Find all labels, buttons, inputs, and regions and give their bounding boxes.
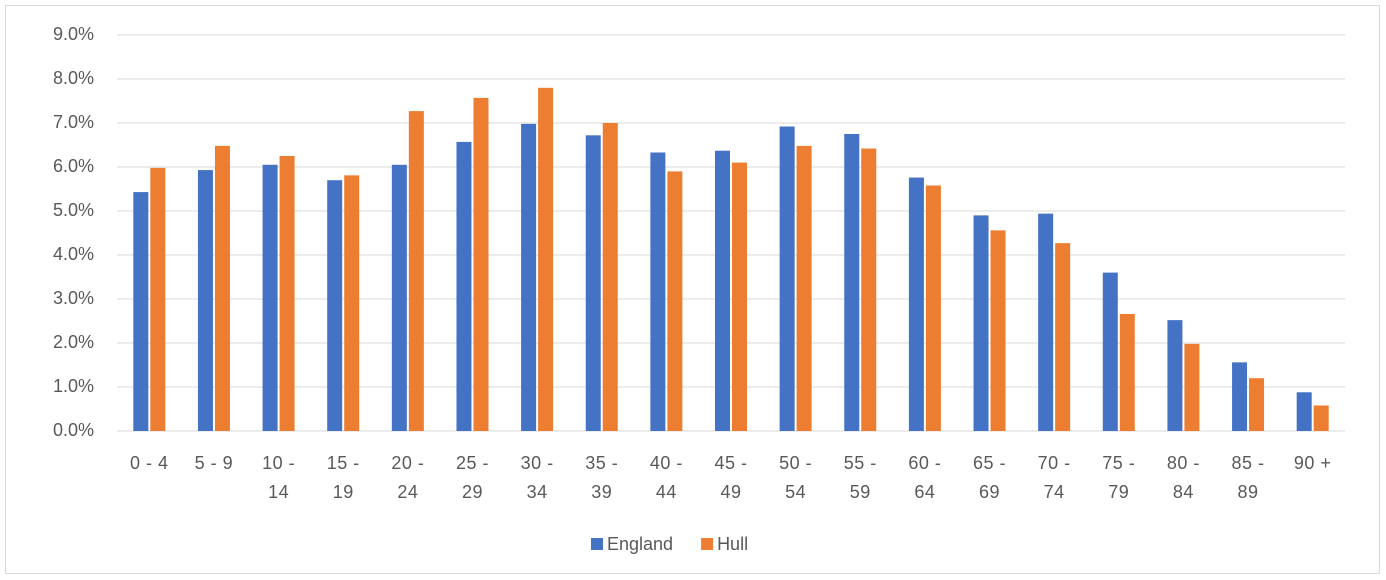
x-tick-label: 90 + <box>1293 453 1332 473</box>
y-tick-label: 0.0% <box>53 420 94 440</box>
y-tick-label: 6.0% <box>53 156 94 176</box>
x-tick-label: 15 - 19 <box>326 453 360 502</box>
bar <box>779 126 795 432</box>
bar <box>715 150 730 431</box>
x-tick-label: 0 - 4 <box>130 453 169 473</box>
bar <box>344 175 360 431</box>
bar <box>521 123 537 431</box>
bar <box>262 164 278 432</box>
bar <box>408 111 424 432</box>
bar <box>1313 405 1329 431</box>
chart-border <box>5 5 1380 574</box>
x-tick-label: 75 - 79 <box>1102 453 1136 502</box>
bar <box>150 167 166 431</box>
x-tick-label: 85 - 89 <box>1231 453 1265 502</box>
x-tick-label: 80 - 84 <box>1166 453 1200 502</box>
bar <box>844 134 860 431</box>
bar <box>602 123 618 431</box>
bar <box>796 145 812 431</box>
bar <box>667 171 683 431</box>
legend-label: Hull <box>717 534 748 554</box>
bar <box>973 215 989 431</box>
x-tick-label: 45 - 49 <box>714 453 748 502</box>
y-tick-label: 2.0% <box>53 332 94 352</box>
y-tick-label: 3.0% <box>53 288 94 308</box>
bar <box>1232 362 1248 431</box>
bar <box>327 180 343 431</box>
bar <box>1184 343 1200 431</box>
x-tick-label: 65 - 69 <box>973 453 1007 502</box>
x-tick-label: 70 - 74 <box>1037 453 1071 502</box>
y-tick-label: 4.0% <box>53 244 94 264</box>
x-tick-label: 20 - 24 <box>391 453 425 502</box>
bar <box>197 170 213 431</box>
bar <box>1102 272 1118 431</box>
bar <box>391 164 407 432</box>
bar <box>279 156 295 431</box>
bar <box>473 97 489 432</box>
bar <box>214 145 230 431</box>
x-tick-label: 35 - 39 <box>585 453 619 502</box>
bar <box>1038 213 1054 431</box>
x-tick-label: 10 - 14 <box>262 453 296 502</box>
legend-swatch <box>701 538 714 550</box>
bar <box>650 152 666 432</box>
bar <box>538 87 554 432</box>
bar <box>925 185 941 431</box>
y-tick-label: 9.0% <box>53 24 94 44</box>
y-tick-label: 8.0% <box>53 68 94 88</box>
bar <box>1055 243 1071 431</box>
bar <box>908 177 924 431</box>
x-tick-label: 30 - 34 <box>520 453 554 502</box>
bar <box>585 135 601 431</box>
x-tick-label: 50 - 54 <box>779 453 813 502</box>
bar <box>1167 320 1183 431</box>
bar <box>732 162 747 431</box>
bar <box>990 230 1006 431</box>
x-tick-label: 40 - 44 <box>649 453 683 502</box>
bar <box>1296 392 1312 431</box>
bar <box>456 141 472 432</box>
bar <box>1119 313 1135 431</box>
y-tick-label: 1.0% <box>53 376 94 396</box>
bar <box>133 192 149 431</box>
y-tick-label: 5.0% <box>53 200 94 220</box>
x-tick-label: 5 - 9 <box>194 453 234 473</box>
x-tick-label: 60 - 64 <box>908 453 942 502</box>
bar <box>1249 378 1265 431</box>
x-tick-label: 55 - 59 <box>843 453 877 502</box>
x-tick-label: 25 - 29 <box>455 453 489 502</box>
y-tick-label: 7.0% <box>53 112 94 132</box>
legend-swatch <box>591 538 603 550</box>
bar <box>861 148 877 431</box>
legend-label: England <box>607 534 673 554</box>
